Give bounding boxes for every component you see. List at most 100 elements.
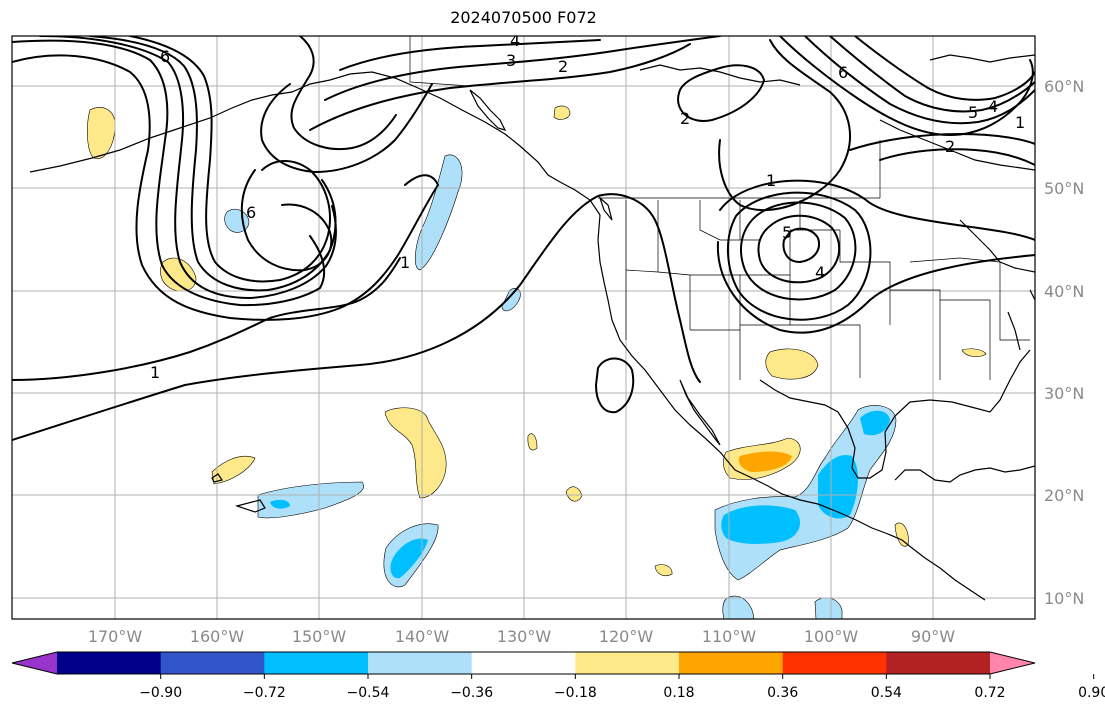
positive-anomaly-area	[961, 348, 987, 357]
contour-line	[240, 169, 333, 272]
graticule	[12, 36, 1035, 619]
lat-label: 20°N	[1044, 486, 1084, 505]
colorbar-tick-label: 0.54	[871, 685, 902, 701]
lon-label: 150°W	[292, 627, 347, 646]
lon-label: 120°W	[599, 627, 654, 646]
shaded-anomalies	[87, 105, 987, 619]
positive-anomaly-area	[527, 433, 538, 451]
contour-lines	[12, 36, 1035, 441]
positive-anomaly-area	[738, 451, 792, 472]
contour-label: 6	[246, 203, 256, 222]
lat-label: 60°N	[1044, 77, 1084, 96]
contour-line	[757, 214, 841, 284]
contour-line	[12, 257, 401, 381]
colorbar-tick-label: 0.72	[974, 685, 1005, 701]
colorbar-segment	[57, 652, 162, 674]
lat-label: 10°N	[1044, 589, 1084, 608]
contour-label: 2	[680, 109, 690, 128]
colorbar-tick-label: −0.90	[139, 685, 182, 701]
colorbar-segment	[264, 652, 369, 674]
colorbar-segment	[160, 652, 265, 674]
colorbar-segment	[575, 652, 680, 674]
colorbar-tick-label: −0.72	[243, 685, 286, 701]
positive-anomaly-area	[765, 348, 819, 380]
colorbar-segment	[679, 652, 784, 674]
colorbar-tick-label: −0.36	[450, 685, 493, 701]
colorbar-tick-label: −0.54	[347, 685, 390, 701]
positive-anomaly-area	[565, 486, 583, 502]
contour-line	[12, 39, 326, 307]
colorbar-tick-label: 0.90	[1078, 685, 1105, 701]
negative-anomaly-area	[818, 454, 858, 519]
positive-anomaly-area	[384, 407, 447, 499]
contour-line	[854, 36, 1035, 101]
contour-label: 4	[988, 97, 998, 116]
contour-line	[12, 54, 440, 321]
contour-label: 4	[815, 263, 825, 282]
contour-line	[879, 148, 1035, 166]
negative-anomaly-area	[414, 154, 463, 271]
colorbar-outline	[11, 651, 1036, 675]
contour-line	[260, 83, 433, 174]
lat-label: 30°N	[1044, 384, 1084, 403]
latitude-labels: 60°N 50°N 40°N 30°N 20°N 10°N	[1044, 77, 1084, 608]
contour-line	[129, 36, 331, 283]
colorbar-segment	[886, 652, 991, 674]
contour-line	[829, 36, 1035, 113]
contour-label: 4	[510, 31, 520, 50]
colorbar-extension-low	[12, 652, 57, 674]
positive-anomaly-area	[553, 105, 571, 120]
lat-label: 50°N	[1044, 179, 1084, 198]
colorbar-tick-label: 0.18	[663, 685, 694, 701]
colorbar-extension-high	[990, 652, 1035, 674]
longitude-labels: 170°W 160°W 150°W 140°W 130°W 120°W 110°…	[88, 627, 955, 646]
lon-label: 110°W	[702, 627, 757, 646]
lon-label: 130°W	[497, 627, 552, 646]
lon-label: 160°W	[190, 627, 245, 646]
colorbar: −0.90 −0.72 −0.54 −0.36 −0.18 0.18 0.36 0.54 0.7…	[11, 651, 1105, 701]
contour-label: 1	[1015, 113, 1025, 132]
contour-label: 3	[506, 51, 516, 70]
lon-label: 90°W	[911, 627, 955, 646]
contour-labels: 4 3 2 6 6 2 5 4 1 2 6 1 1 1 5 4	[150, 31, 1025, 382]
positive-anomaly-area	[87, 107, 116, 159]
lon-label: 140°W	[395, 627, 450, 646]
contour-line	[718, 39, 852, 212]
contour-label: 1	[150, 363, 160, 382]
contour-line	[309, 43, 691, 131]
contour-line	[677, 64, 766, 122]
colorbar-tick-label: 0.36	[767, 685, 798, 701]
contour-label: 5	[968, 103, 978, 122]
contour-line	[782, 227, 820, 264]
contour-label: 2	[945, 137, 955, 156]
contour-label: 6	[838, 63, 848, 82]
contour-line	[716, 241, 1035, 334]
map-frame	[11, 35, 1036, 620]
negative-anomaly-area	[390, 538, 428, 579]
positive-anomaly-area	[211, 455, 256, 485]
contour-line	[849, 132, 1035, 151]
colorbar-segment	[782, 652, 887, 674]
contour-line	[339, 39, 601, 71]
contour-line	[804, 36, 1035, 125]
contour-label: 1	[400, 253, 410, 272]
negative-anomaly-area	[860, 410, 890, 436]
negative-anomaly-area	[257, 481, 364, 519]
negative-anomaly-area	[721, 505, 800, 544]
contour-line	[726, 191, 872, 321]
lon-label: 100°W	[804, 627, 859, 646]
negative-anomaly-area	[722, 595, 755, 619]
contour-line	[324, 36, 721, 101]
contour-label: 6	[160, 47, 170, 66]
lat-label: 40°N	[1044, 282, 1084, 301]
contour-label: 1	[766, 171, 776, 190]
negative-anomaly-area	[814, 597, 843, 619]
contour-line	[39, 36, 337, 300]
contour-line	[12, 193, 701, 441]
colorbar-segment	[471, 652, 576, 674]
contour-line	[290, 36, 397, 151]
map-title: 2024070500 F072	[450, 8, 597, 27]
contour-label: 2	[558, 57, 568, 76]
contour-line	[594, 357, 635, 414]
